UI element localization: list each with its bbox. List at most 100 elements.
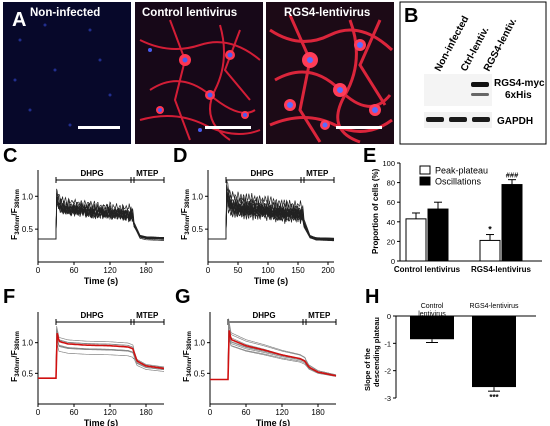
nuclei-image-1 [13,23,112,127]
image-non-infected [3,2,131,144]
cell-trace [210,321,337,380]
x-tick-label: 180 [311,408,325,417]
panel-letter-a: A [12,9,26,31]
x-tick-label: 60 [70,408,79,417]
x-tick-label: 0 [36,408,41,417]
x-tick-label: 0 [206,266,211,275]
legend-label: Oscillations [435,177,482,187]
x-tick-label: 0 [36,266,41,275]
y-axis-label: F340nm/F380nm [179,189,191,240]
significance-stars: *** [489,393,499,402]
y-tick-label: 1.0 [22,192,34,201]
label-rgs4-lentivirus: RGS4-lentivirus [284,7,370,19]
cell-trace [208,187,334,242]
dhpg-label: DHPG [80,311,103,320]
x-axis-label: Time (s) [84,276,118,286]
bar-oscillations-1 [501,184,523,262]
y-tick-label: -1 [384,339,391,348]
category-label: Control lentivirus [418,303,446,318]
mtep-label: MTEP [308,311,331,320]
band-label-gapdh: GAPDH [497,116,533,127]
significance-hash: ### [506,171,519,180]
y-tick-label: 1.0 [22,339,34,348]
x-tick-label: 150 [291,266,305,275]
x-tick-label: 100 [261,266,275,275]
panel-letter-e: E [363,145,376,167]
label-non-infected: Non-infected [30,7,100,19]
category-label: RGS4-lentivirus [471,265,532,274]
panel-letter-d: D [173,145,187,167]
x-axis-label: Time (s) [254,276,288,286]
category-label: Control lentivirus [394,265,461,274]
panel-letter-g: G [175,286,191,308]
panel-g-plot: 0.5 1.0 0 60 120 180 Time (s) F340nm/F380nm DHPG… [181,311,337,426]
cell-trace [38,326,165,379]
panel-d-plot: 0.5 1.0 0 50 100 150 200 Time (s) F340nm/F380nm D… [179,169,335,286]
x-tick-label: 50 [234,266,243,275]
legend-swatch [419,176,431,186]
y-axis-label: F340nm/F380nm [9,331,21,382]
band-gapdh-3 [472,117,490,122]
x-tick-label: 120 [103,266,117,275]
bar-peak-plateau-1 [479,239,501,262]
y-tick-label: 20 [387,237,395,246]
mtep-label: MTEP [306,169,329,178]
cell-trace [38,200,164,240]
category-label: RGS4-lentivirus [469,303,519,310]
mtep-label: MTEP [136,169,159,178]
panel-b: B Non-infected Ctrl-lentiv. RGS4-lentiv.… [399,1,547,145]
nuclei-image-2 [148,48,247,132]
band-gapdh-1 [426,117,444,122]
band-rgs4-myc [471,82,489,87]
x-axis-label: Time (s) [84,418,118,426]
y-tick-label: 100 [382,159,395,168]
bar-slope-1 [472,316,516,388]
y-tick-label: 1.0 [192,192,204,201]
panel-letter-c: C [3,145,17,167]
cell-trace [38,337,165,379]
dhpg-label: DHPG [250,169,273,178]
y-axis-label: Slope of thedescending plateau [363,317,381,391]
x-tick-label: 120 [275,408,289,417]
x-tick-label: 120 [103,408,117,417]
mean-trace [38,333,165,379]
panel-f-plot: 0.5 1.0 0 60 120 180 Time (s) F340nm/F380nm DHPG… [9,311,165,426]
y-axis-label: F340nm/F380nm [9,189,21,240]
nuclei-image-3 [287,42,378,128]
cell-trace [38,342,165,379]
y-tick-label: 0 [387,312,391,321]
image-control-lentivirus [135,2,263,144]
bar-slope-0 [410,316,454,340]
y-tick-label: 60 [387,198,395,207]
y-tick-label: -2 [384,367,391,376]
y-tick-label: 0.5 [192,225,204,234]
bar-peak-plateau-0 [405,218,427,262]
bar-oscillations-0 [427,208,449,262]
cell-trace [38,334,165,379]
scalebar-3 [336,126,382,129]
x-tick-label: 60 [242,408,251,417]
panel-c-plot: 0.5 1.0 0 60 120 180 Time (s) F340nm/F380nm DHPG… [9,169,165,286]
scalebar-1 [78,126,120,129]
y-axis-label: F340nm/F380nm [181,331,193,382]
y-tick-label: 80 [387,179,395,188]
x-tick-label: 180 [139,266,153,275]
x-axis-label: Time (s) [256,418,290,426]
y-tick-label: 0.5 [22,369,34,378]
cell-trace [38,198,164,241]
panel-letter-h: H [365,286,379,308]
y-tick-label: 0.5 [194,369,206,378]
band-label-6xhis: 6xHis [505,90,532,101]
mtep-label: MTEP [136,311,159,320]
label-control-lentivirus: Control lentivirus [142,7,237,19]
cell-trace [38,188,165,240]
y-tick-label: 40 [387,218,395,227]
blot-membrane-upper [424,74,492,106]
significance-star: * [488,225,492,235]
y-tick-label: 0 [391,257,395,266]
x-tick-label: 60 [70,266,79,275]
